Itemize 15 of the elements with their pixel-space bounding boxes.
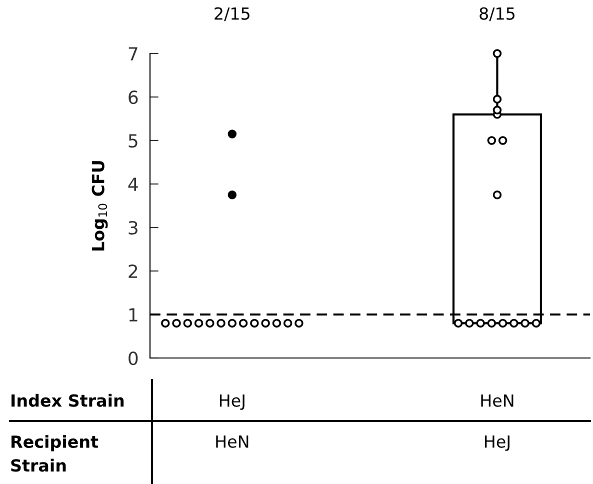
y-tick-label: 4: [128, 178, 138, 191]
text: 2/15: [214, 7, 250, 22]
text: 8/15: [480, 7, 514, 22]
text: HeJ: [485, 435, 510, 451]
y-tick-label: 5: [128, 134, 138, 148]
text: Index Strain: [12, 394, 124, 407]
y-tick-label: 6: [128, 90, 138, 104]
y-tick-label: 1: [129, 308, 138, 322]
y-tick-label: 0: [128, 351, 138, 366]
y-axis-title: Log$_{10}$ CFU: [92, 161, 108, 250]
y-tick-label: 3: [128, 220, 138, 235]
text: HeN: [216, 435, 248, 448]
y-tick-label: 2: [128, 264, 138, 278]
y-tick-label: 7: [128, 47, 138, 60]
text: Recipient Strain: [11, 435, 98, 472]
